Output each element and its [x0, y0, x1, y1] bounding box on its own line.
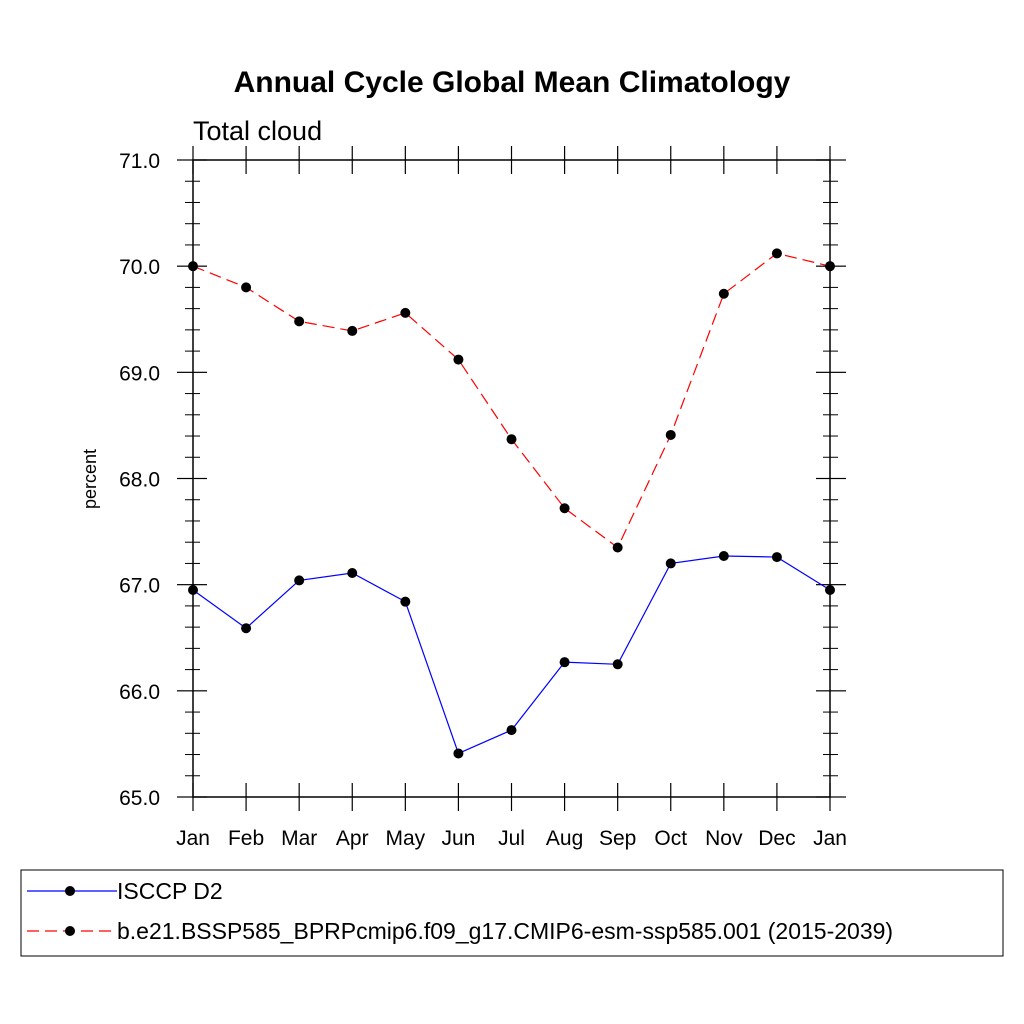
y-tick-label: 65.0: [119, 787, 160, 810]
series-2-point: [241, 282, 252, 293]
series-1-point: [506, 725, 517, 736]
x-tick-label: Nov: [705, 827, 743, 850]
series-1-point: [241, 623, 252, 634]
x-tick-label: Feb: [228, 827, 264, 850]
series-2-point: [771, 248, 782, 259]
series-2-point: [825, 261, 835, 272]
legend-label-2: b.e21.BSSP585_BPRPcmip6.f09_g17.CMIP6-es…: [117, 918, 893, 944]
series-2-point: [347, 325, 358, 336]
series-1-point: [771, 552, 782, 563]
y-tick-label: 69.0: [119, 362, 160, 385]
y-tick-label: 70.0: [119, 256, 160, 279]
series-2-point: [665, 429, 676, 440]
x-tick-label: Sep: [599, 827, 636, 850]
series-2-point: [294, 316, 305, 327]
x-tick-label: May: [385, 827, 425, 850]
series-2-point: [559, 503, 570, 514]
chart-subtitle: Total cloud: [193, 116, 322, 146]
series-line-2: [192, 252, 831, 549]
series-2-point: [188, 261, 198, 272]
legend-marker-2: [65, 926, 75, 936]
chart-title: Annual Cycle Global Mean Climatology: [234, 66, 791, 99]
legend-box: [20, 869, 1004, 957]
x-tick-label: Jul: [498, 827, 525, 850]
x-tick-label: Dec: [758, 827, 795, 850]
series-2-point: [506, 434, 517, 445]
tick-labels: Jan Feb Mar Apr May Jun Jul Aug Sep Oct Nov Dec Jan 6…: [119, 150, 847, 850]
x-tick-label: Mar: [281, 827, 317, 850]
series-1-point: [400, 596, 411, 607]
legend-items: ISCCP D2 b.e21.BSSP585_BPRPcmip6.f09_g17.…: [27, 878, 893, 944]
legend: ISCCP D2 b.e21.BSSP585_BPRPcmip6.f09_g17.…: [20, 869, 1004, 957]
y-tick-label: 67.0: [119, 575, 160, 598]
series-1-point: [718, 551, 729, 562]
series-1-point: [665, 558, 676, 569]
legend-marker-1: [65, 886, 75, 896]
x-tick-label: Jan: [176, 827, 210, 850]
series-1-point: [188, 584, 198, 595]
x-tick-label: Oct: [654, 827, 687, 850]
series-1-point: [825, 584, 835, 595]
series-2-point: [718, 288, 729, 299]
series-2-point: [453, 354, 464, 365]
series-line-1: [192, 555, 831, 755]
series-layer: [188, 248, 835, 759]
series-1-point: [347, 567, 358, 578]
series-2-point: [612, 542, 623, 553]
x-tick-label: Jun: [441, 827, 475, 850]
series-1-point: [612, 659, 623, 670]
legend-label-1: ISCCP D2: [117, 878, 223, 904]
series-1-point: [559, 657, 570, 668]
x-tick-label: Jan: [813, 827, 847, 850]
y-axis-label: percent: [80, 449, 100, 509]
x-tick-label: Apr: [336, 827, 369, 850]
y-tick-label: 68.0: [119, 469, 160, 492]
y-tick-label: 66.0: [119, 681, 160, 704]
plot-frame: [192, 159, 831, 798]
x-tick-label: Aug: [546, 827, 583, 850]
series-2-point: [400, 307, 411, 318]
y-tick-label: 71.0: [119, 150, 160, 173]
axis-ticks: [177, 146, 846, 811]
series-1-point: [453, 748, 464, 759]
series-1-point: [294, 575, 305, 586]
